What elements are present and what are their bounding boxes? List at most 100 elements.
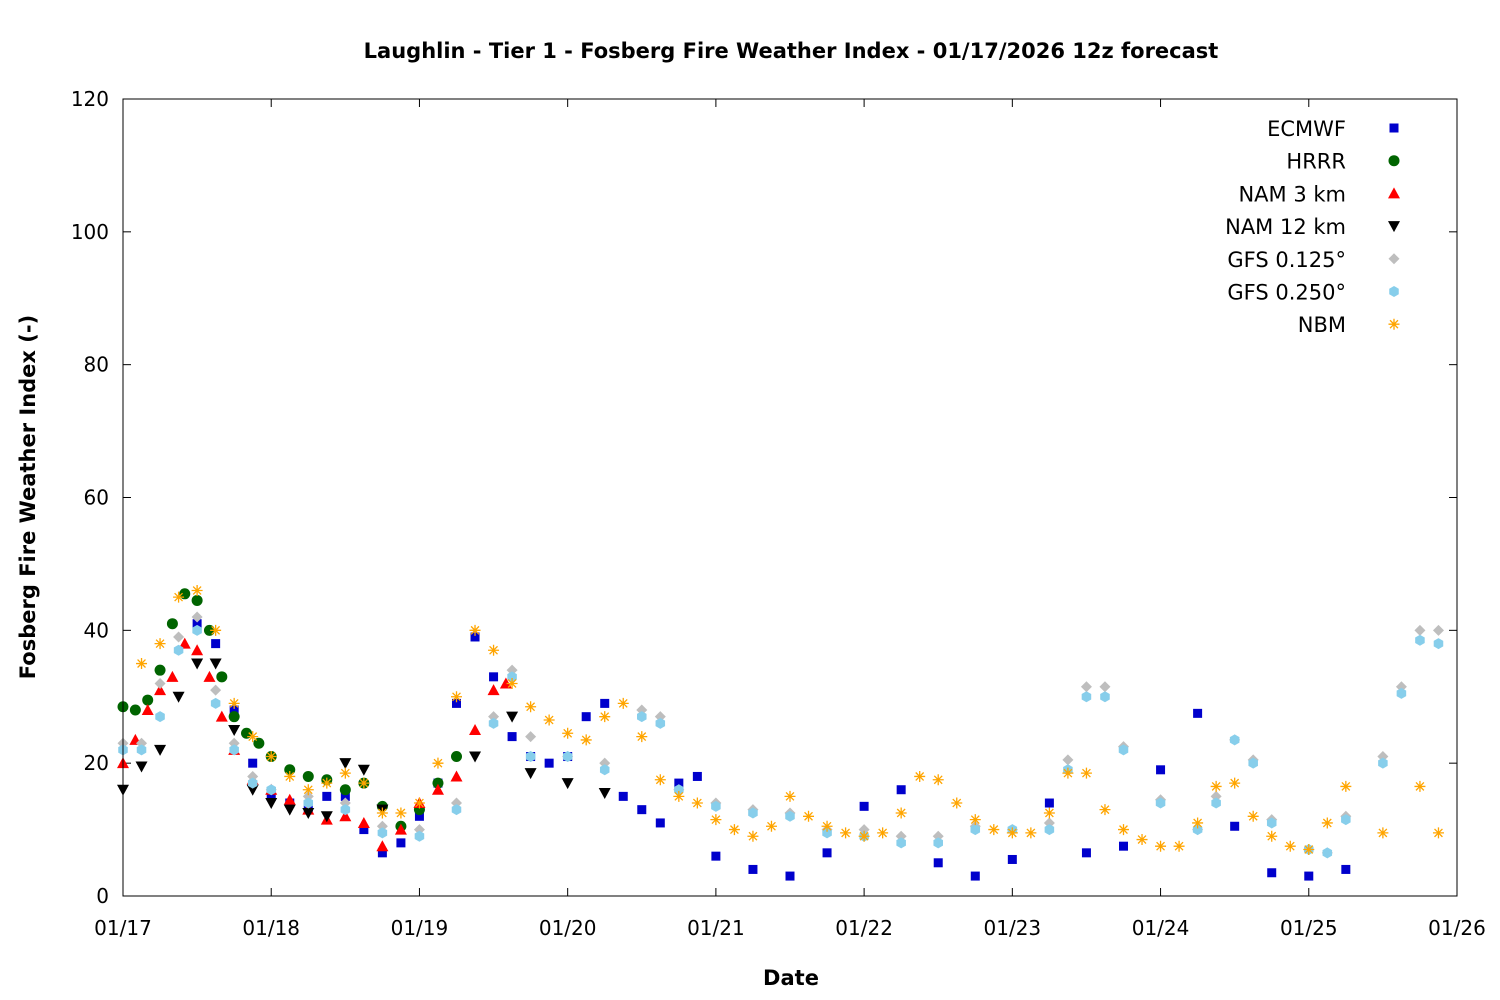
- x-tick-label: 01/19: [391, 916, 449, 940]
- data-point: [302, 807, 315, 819]
- data-point: [1247, 810, 1259, 822]
- data-point: [988, 824, 1000, 836]
- data-point: [599, 764, 610, 776]
- y-axis-label: Fosberg Fire Weather Index (-): [16, 315, 40, 679]
- data-point: [822, 827, 832, 839]
- data-point: [451, 751, 462, 763]
- data-point: [637, 805, 647, 815]
- data-point: [1433, 638, 1444, 650]
- data-point: [265, 798, 278, 810]
- data-point: [376, 807, 388, 819]
- data-point: [302, 784, 314, 796]
- data-point: [228, 697, 240, 709]
- data-point: [543, 714, 555, 726]
- data-point: [489, 672, 499, 682]
- x-tick-label: 01/25: [1280, 916, 1338, 940]
- data-point: [469, 624, 481, 636]
- data-point: [1432, 827, 1444, 839]
- data-point: [1043, 807, 1055, 819]
- data-point: [266, 784, 276, 796]
- series-square: [192, 619, 1351, 881]
- x-tick-label: 01/17: [94, 916, 152, 940]
- data-point: [339, 767, 351, 779]
- data-point: [970, 871, 980, 881]
- data-point: [1304, 871, 1314, 881]
- data-point: [321, 777, 333, 789]
- data-point: [211, 639, 221, 649]
- data-point: [210, 697, 221, 709]
- x-tick-label: 01/24: [1132, 916, 1190, 940]
- legend-marker: [1388, 155, 1400, 167]
- data-point: [637, 711, 647, 723]
- data-point: [969, 814, 981, 826]
- data-point: [933, 837, 943, 849]
- data-point: [895, 807, 907, 819]
- legend-marker: [1389, 286, 1399, 297]
- data-point: [507, 671, 517, 683]
- x-tick-label: 01/18: [242, 916, 300, 940]
- series-star: [136, 584, 1444, 856]
- data-point: [1007, 854, 1017, 864]
- data-point: [266, 791, 276, 801]
- data-point: [1081, 848, 1091, 858]
- data-point: [284, 770, 296, 782]
- data-point: [247, 731, 259, 743]
- data-point: [414, 830, 425, 842]
- data-point: [1340, 780, 1352, 792]
- data-point: [135, 761, 148, 773]
- data-point: [129, 704, 141, 716]
- data-point: [562, 751, 573, 763]
- data-point: [859, 801, 869, 811]
- data-point: [154, 677, 166, 689]
- data-point: [525, 731, 537, 743]
- legend-marker: [1388, 318, 1400, 330]
- data-point: [173, 631, 185, 643]
- data-point: [1266, 830, 1278, 842]
- data-point: [914, 770, 926, 782]
- data-point: [1267, 868, 1277, 878]
- data-point: [1414, 624, 1426, 636]
- data-point: [1155, 797, 1166, 809]
- x-tick-label: 01/21: [687, 916, 745, 940]
- data-point: [265, 751, 277, 763]
- data-point: [1025, 827, 1037, 839]
- data-point: [376, 840, 389, 852]
- data-point: [858, 830, 870, 842]
- data-point: [154, 684, 167, 696]
- data-point: [1211, 797, 1221, 809]
- data-point: [1432, 624, 1444, 636]
- data-point: [1229, 777, 1241, 789]
- data-point: [359, 825, 369, 835]
- data-point: [1378, 757, 1388, 769]
- data-point: [506, 677, 518, 689]
- data-point: [1322, 847, 1333, 859]
- data-point: [970, 824, 981, 836]
- data-point: [229, 705, 239, 715]
- data-point: [191, 594, 203, 606]
- data-point: [320, 811, 333, 823]
- legend-label: ECMWF: [1267, 117, 1346, 141]
- data-point: [413, 797, 425, 809]
- data-point: [1100, 691, 1110, 703]
- data-point: [710, 814, 722, 826]
- data-point: [191, 658, 204, 670]
- data-point: [1230, 821, 1240, 831]
- data-point: [673, 790, 685, 802]
- data-point: [525, 751, 536, 763]
- data-point: [154, 638, 166, 650]
- data-point: [580, 734, 592, 746]
- data-point: [821, 820, 833, 832]
- y-tick-label: 40: [84, 618, 109, 642]
- x-tick-label: 01/20: [539, 916, 597, 940]
- data-point: [432, 757, 444, 769]
- data-point: [396, 838, 406, 848]
- data-point: [600, 698, 610, 708]
- data-point: [173, 591, 185, 603]
- data-point: [877, 827, 889, 839]
- data-point: [210, 624, 222, 636]
- data-point: [748, 807, 758, 819]
- data-point: [229, 744, 239, 756]
- data-point: [142, 694, 154, 706]
- data-point: [340, 791, 350, 801]
- data-point: [394, 823, 407, 835]
